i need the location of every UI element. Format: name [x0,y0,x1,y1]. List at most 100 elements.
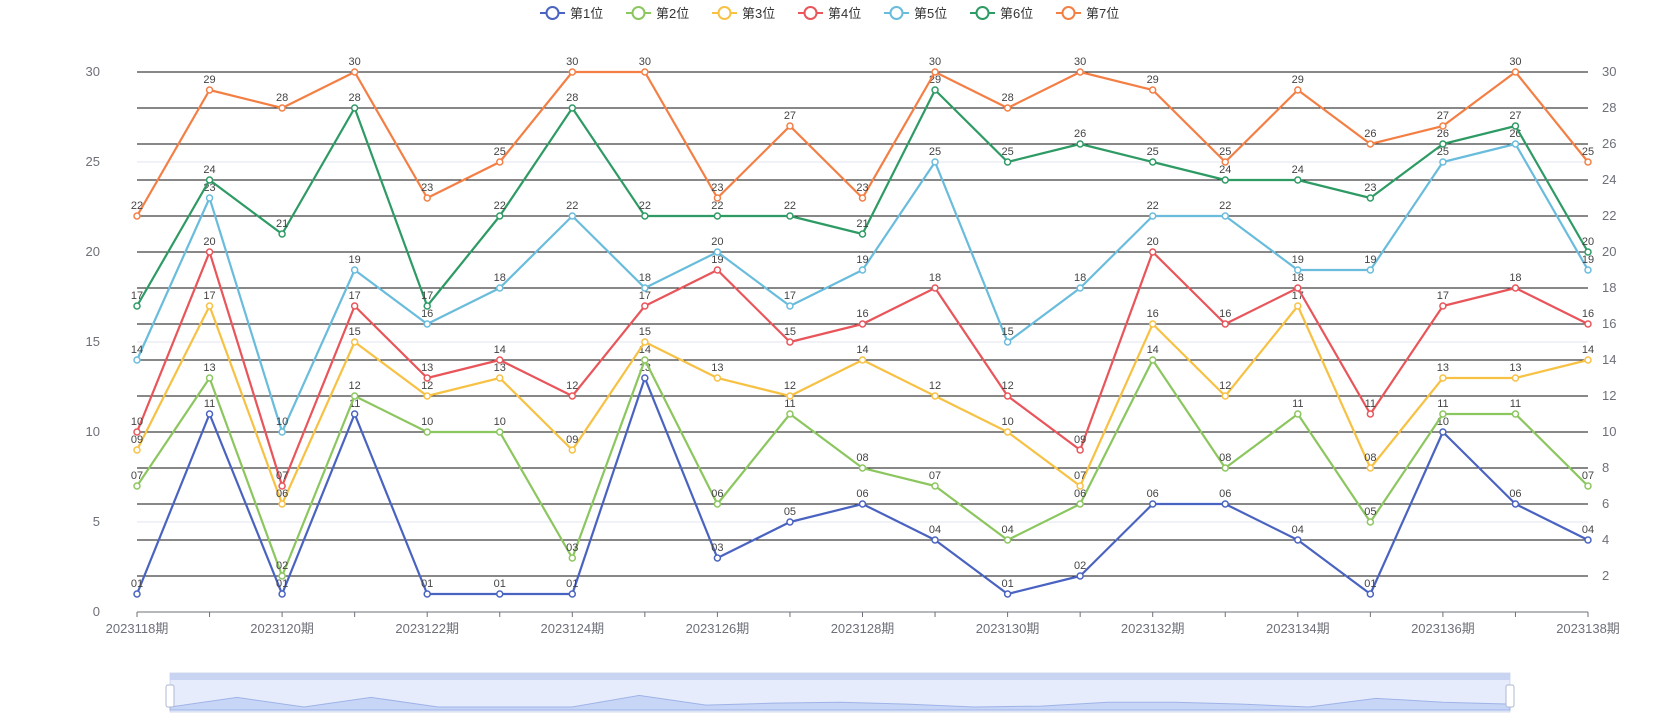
legend-label: 第4位 [828,6,861,21]
legend-item-4[interactable]: 第4位 [798,6,861,21]
data-label: 10 [494,416,506,428]
data-point [1294,410,1302,418]
data-label: 14 [856,344,868,356]
data-label: 06 [1074,488,1086,500]
data-label: 26 [1074,128,1086,140]
data-point [641,338,649,346]
data-label: 01 [131,578,143,590]
data-point [423,428,431,436]
data-label: 13 [1509,362,1521,374]
legend-item-7[interactable]: 第7位 [1056,6,1119,21]
data-point [1148,212,1157,220]
data-point [1221,464,1229,472]
data-point [1221,212,1229,220]
data-label: 17 [349,290,361,302]
data-label: 11 [784,398,795,410]
data-label: 09 [1074,434,1086,446]
data-label: 19 [349,254,361,266]
data-label: 12 [421,380,433,392]
data-point [205,410,214,418]
data-label: 11 [1437,398,1448,410]
legend-item-6[interactable]: 第6位 [970,6,1033,21]
right-tick-label: 6 [1602,496,1609,511]
data-point [350,410,359,418]
data-point [278,572,286,580]
data-label: 15 [349,326,361,338]
data-point [205,194,214,202]
data-label: 25 [494,146,506,158]
data-label: 22 [566,200,578,212]
data-point [205,86,214,94]
data-label: 17 [784,290,796,302]
data-point [1294,302,1302,310]
series-group: 01 11 01 11 01 01 01 13 03 05 06 04 01 02 06 06 04 01 10 06… [131,56,1594,598]
data-label: 08 [1219,452,1231,464]
data-point [278,104,286,112]
data-point [350,302,359,310]
data-point [568,104,577,112]
data-point [1148,86,1157,94]
x-tick-label: 2023136期 [1411,621,1475,636]
data-point [641,284,649,292]
data-label: 11 [349,398,360,410]
data-point [350,266,359,274]
data-point [1584,158,1592,166]
data-point [496,212,504,220]
data-point [1003,158,1012,166]
data-label: 16 [421,308,433,320]
data-label: 22 [131,200,143,212]
data-point [1439,410,1447,418]
data-label: 14 [494,344,506,356]
data-label: 13 [711,362,723,374]
data-label: 07 [276,470,288,482]
zoom-handle-left[interactable] [165,684,175,708]
data-point [1076,68,1084,76]
right-tick-label: 18 [1602,280,1616,295]
data-point [1439,302,1447,310]
data-point [1294,266,1302,274]
legend-marker [803,6,818,20]
right-tick-label: 8 [1602,460,1609,475]
data-point [133,428,141,436]
data-point [641,68,649,76]
data-point [931,68,939,76]
data-point [786,302,794,310]
legend-item-1[interactable]: 第1位 [540,6,603,21]
data-point [1584,266,1592,274]
data-label: 16 [1582,308,1594,320]
zoom-handle-right[interactable] [1505,684,1515,708]
data-label: 18 [929,272,941,284]
data-label: 28 [566,92,578,104]
data-point [1366,518,1375,526]
data-label: 21 [856,218,868,230]
data-label: 29 [1292,74,1304,86]
data-label: 28 [276,92,288,104]
data-label: 07 [1582,470,1594,482]
data-point [713,212,722,220]
data-label: 20 [1582,236,1594,248]
data-point [641,356,649,364]
x-tick-label: 2023118期 [106,621,169,636]
data-zoom-slider[interactable] [165,672,1515,713]
legend-item-3[interactable]: 第3位 [712,6,775,21]
legend-item-5[interactable]: 第5位 [884,6,947,21]
legend-item-2[interactable]: 第2位 [626,6,689,21]
data-point [205,176,214,184]
data-point [858,320,867,328]
data-label: 02 [1074,560,1086,572]
legend[interactable]: 第1位 第2位 第3位 第4位 第5位 第6位 第7位 [540,6,1119,21]
data-point [496,284,504,292]
data-point [1076,500,1084,508]
right-tick-label: 26 [1602,136,1616,151]
data-point [1511,374,1520,382]
data-point [1584,320,1592,328]
right-tick-label: 2 [1602,568,1609,583]
data-point [858,230,867,238]
data-label: 08 [856,452,868,464]
x-tick-label: 2023120期 [250,621,314,636]
data-label: 10 [1001,416,1013,428]
data-label: 01 [494,578,506,590]
legend-label: 第2位 [656,6,689,21]
data-point [931,284,939,292]
data-point [786,212,794,220]
